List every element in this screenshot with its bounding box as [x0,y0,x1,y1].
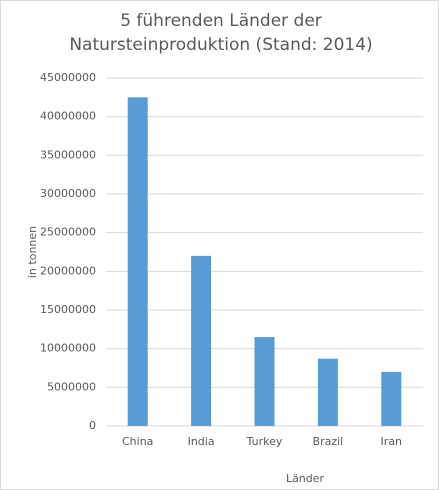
y-tick-label: 25000000 [40,226,96,239]
bar [127,97,148,426]
bar [317,358,338,426]
y-axis-label: in tonnen [26,226,39,278]
y-tick-label: 45000000 [40,71,96,84]
bar [191,255,212,426]
y-tick-label: 30000000 [40,187,96,200]
y-tick-label: 0 [89,419,96,432]
y-tick-label: 15000000 [40,303,96,316]
y-tick-label: 40000000 [40,110,96,123]
y-tick-label: 5000000 [47,380,96,393]
x-tick-label: China [122,435,153,448]
chart-title: 5 führenden Länder der Natursteinprodukt… [69,11,373,55]
x-tick-label: Iran [381,435,403,448]
y-tick-label: 20000000 [40,264,96,277]
x-tick-label: Turkey [246,435,283,448]
x-tick-label: India [188,435,215,448]
x-axis-label: Länder [286,472,325,485]
y-tick-label: 10000000 [40,342,96,355]
x-tick-label: Brazil [313,435,344,448]
bar [254,337,275,426]
y-tick-label: 35000000 [40,148,96,161]
bar [381,371,402,426]
